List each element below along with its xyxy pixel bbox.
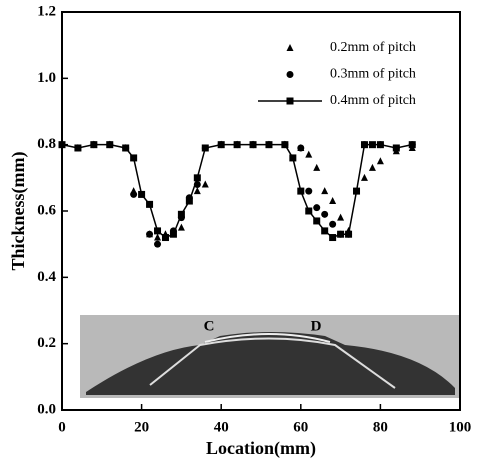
x-tick-label: 60 (293, 419, 308, 435)
inset-photo (80, 315, 460, 398)
marker (146, 200, 154, 208)
marker (360, 141, 368, 149)
marker (154, 240, 162, 248)
marker (376, 141, 384, 149)
marker (392, 144, 400, 152)
marker (169, 230, 177, 238)
marker (146, 230, 154, 238)
marker (249, 141, 257, 149)
x-tick-label: 40 (214, 419, 229, 435)
y-tick-label: 0.8 (37, 136, 56, 152)
marker (122, 144, 130, 152)
legend-label: 0.2mm of pitch (330, 40, 416, 55)
legend-label: 0.3mm of pitch (330, 67, 416, 82)
marker (177, 223, 185, 231)
legend-marker (286, 97, 294, 105)
marker (305, 187, 313, 195)
y-tick-label: 1.0 (37, 70, 56, 86)
marker (193, 187, 201, 195)
marker (360, 173, 368, 181)
marker (74, 144, 82, 152)
marker (297, 187, 305, 195)
marker (201, 144, 209, 152)
marker (313, 217, 321, 225)
x-tick-label: 20 (134, 419, 149, 435)
y-tick-label: 0.6 (37, 202, 56, 218)
marker (321, 210, 329, 218)
marker (329, 234, 337, 242)
marker (305, 207, 313, 215)
marker (289, 154, 297, 162)
marker (353, 187, 361, 195)
marker (154, 233, 162, 241)
marker (193, 174, 201, 182)
marker (313, 163, 321, 171)
legend-marker (286, 71, 294, 78)
marker (376, 157, 384, 165)
marker (368, 163, 376, 171)
marker (201, 180, 209, 188)
marker (281, 141, 289, 149)
legend-label: 0.4mm of pitch (330, 93, 416, 108)
legend-marker (286, 44, 294, 51)
marker (297, 144, 305, 152)
marker (313, 204, 321, 212)
y-tick-label: 1.2 (37, 3, 56, 19)
marker (130, 190, 138, 198)
y-tick-label: 0.2 (37, 335, 56, 351)
x-tick-label: 0 (58, 419, 66, 435)
marker (305, 150, 313, 158)
marker (217, 141, 225, 149)
marker (106, 141, 114, 149)
y-axis-label: Thickness(mm) (8, 151, 29, 270)
series-line (61, 143, 413, 239)
marker (321, 187, 329, 195)
marker (368, 141, 376, 149)
marker (185, 197, 193, 205)
y-tick-label: 0.0 (37, 401, 56, 417)
marker (337, 213, 345, 221)
marker (138, 190, 146, 198)
marker (233, 141, 241, 149)
marker (154, 227, 162, 235)
marker (58, 141, 66, 149)
y-tick-label: 0.4 (37, 269, 56, 285)
marker (329, 197, 337, 205)
marker (408, 141, 416, 149)
marker (177, 210, 185, 218)
x-tick-label: 100 (449, 419, 472, 435)
annotation: D (311, 318, 322, 334)
marker (130, 154, 138, 162)
marker (329, 220, 337, 228)
x-tick-label: 80 (373, 419, 388, 435)
annotation: C (204, 318, 215, 334)
marker (345, 230, 353, 238)
marker (337, 230, 345, 238)
x-axis-label: Location(mm) (206, 438, 316, 459)
marker (321, 227, 329, 235)
marker (161, 234, 169, 242)
marker (265, 141, 273, 149)
marker (90, 141, 98, 149)
